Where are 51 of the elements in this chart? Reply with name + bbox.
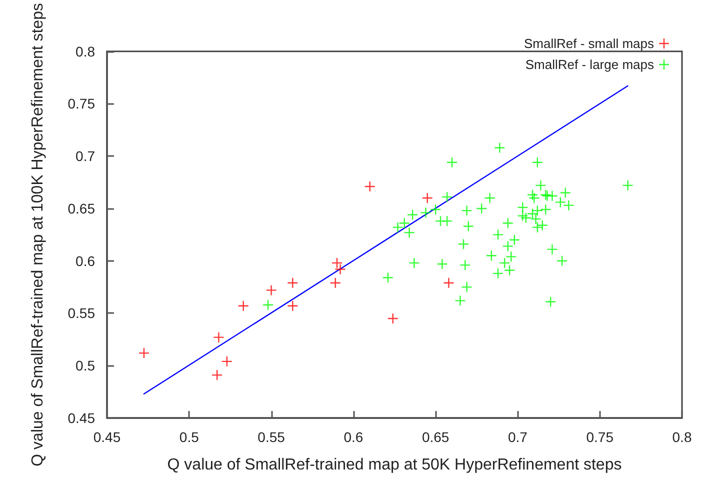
point [530, 214, 541, 224]
point [408, 210, 418, 220]
y-tick-label: 0.6 [76, 252, 96, 269]
point [335, 264, 346, 274]
y-tick-label: 0.45 [68, 410, 96, 426]
x-axis-title: Q value of SmallRef-trained map at 50K HyperRefinement steps [167, 456, 622, 474]
x-tick-label: 0.7 [508, 429, 528, 445]
x-tick-label: 0.6 [344, 429, 364, 445]
y-tick-label: 0.75 [68, 96, 96, 112]
point [266, 285, 276, 296]
point [555, 197, 566, 208]
point [537, 220, 548, 230]
point [547, 244, 558, 254]
y-tick-label: 0.55 [68, 305, 96, 322]
point [420, 208, 431, 218]
point [502, 241, 513, 252]
point [532, 222, 542, 232]
x-tick-label: 0.5 [179, 429, 200, 445]
point [462, 282, 472, 292]
point [564, 200, 574, 210]
legend-label: SmallRef - small maps [524, 36, 654, 51]
point [214, 332, 224, 342]
point [455, 296, 466, 306]
point [493, 230, 503, 240]
x-tick-label: 0.75 [586, 429, 614, 445]
point [560, 188, 570, 198]
point [484, 193, 495, 203]
point [444, 278, 454, 288]
y-tick-label: 0.65 [68, 200, 96, 216]
point [404, 228, 414, 238]
y-tick-label: 0.7 [76, 148, 96, 164]
point [536, 180, 546, 190]
y-tick-label: 0.5 [76, 358, 96, 374]
point [463, 221, 474, 232]
point [504, 265, 514, 276]
x-tick-label: 0.55 [258, 429, 286, 445]
x-tick-label: 0.65 [422, 429, 450, 445]
point [494, 142, 505, 153]
point [462, 206, 472, 216]
y-axis-title: Q value of SmallRef-trained map at 100K HyperRefinement steps [30, 2, 46, 466]
x-tick-label: 0.45 [93, 429, 121, 445]
point [622, 180, 633, 190]
point [528, 208, 538, 219]
point [547, 190, 558, 201]
point [506, 252, 516, 262]
legend-label: SmallRef - large maps [525, 57, 654, 72]
point [392, 222, 403, 232]
x-tick-label: 0.8 [672, 429, 692, 445]
y-tick-label: 0.8 [76, 43, 96, 60]
point [409, 258, 420, 268]
point [546, 296, 556, 307]
